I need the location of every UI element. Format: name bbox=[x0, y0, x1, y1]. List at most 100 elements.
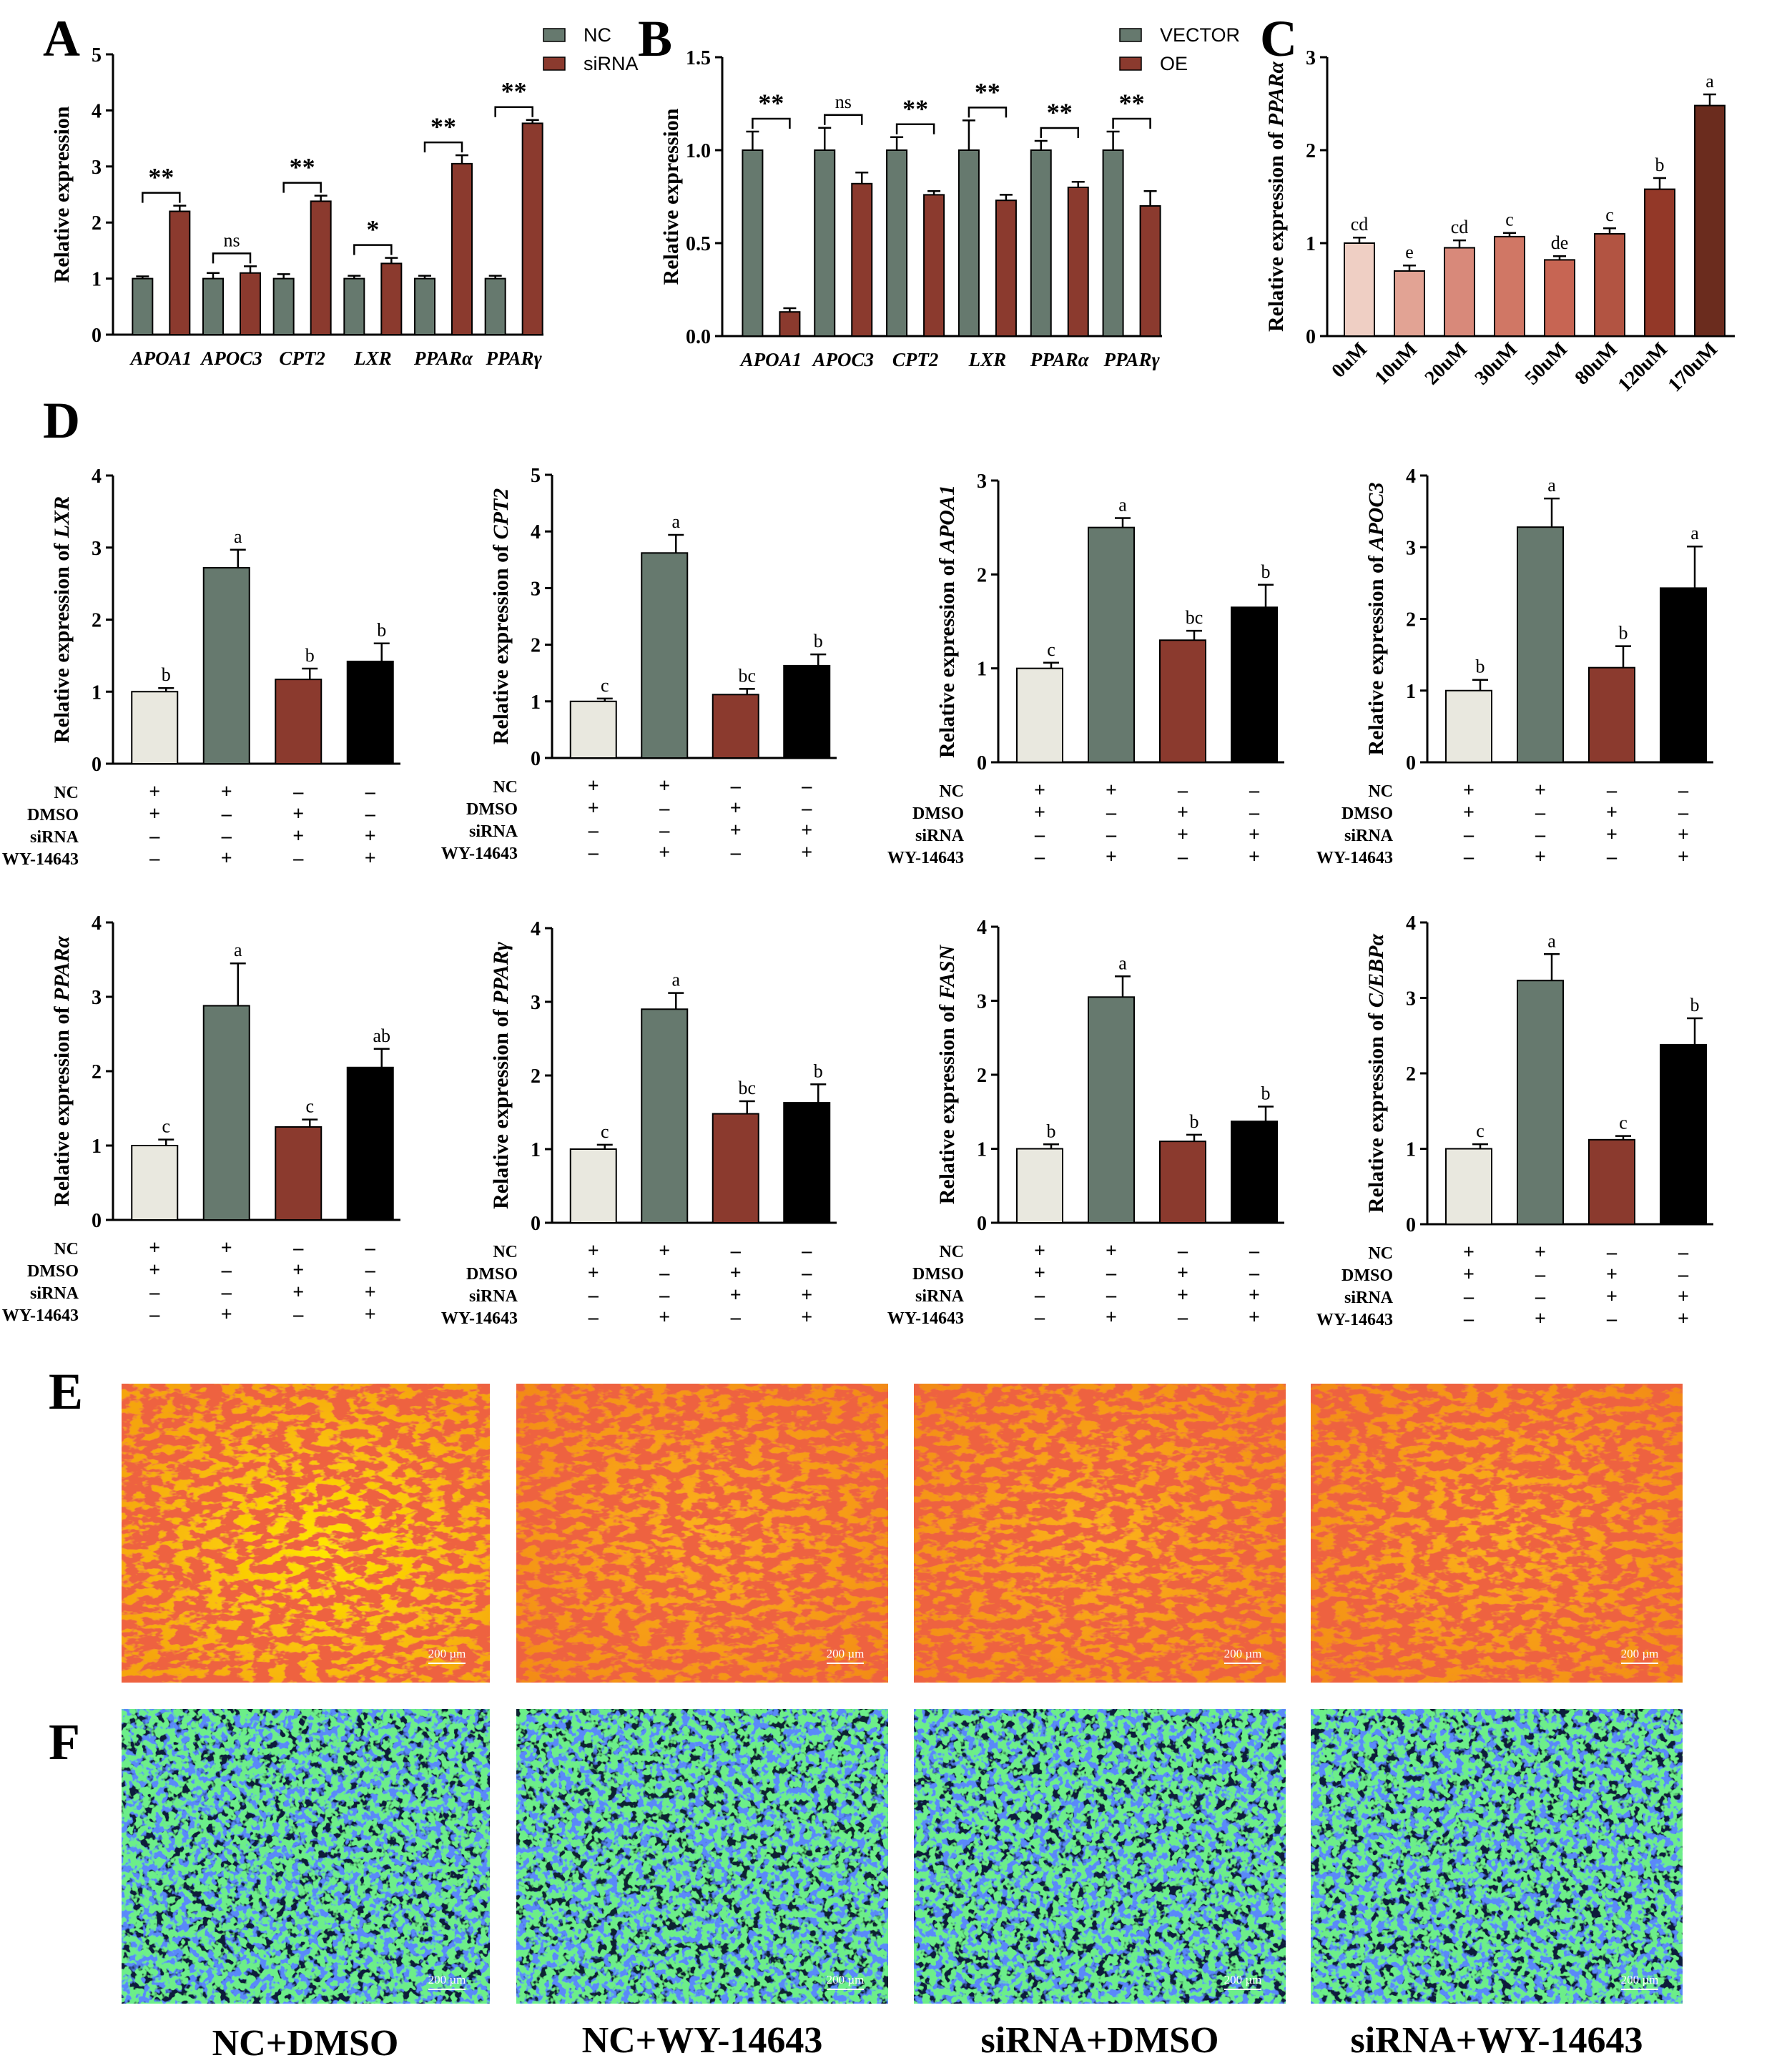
y-tick-label: 2 bbox=[977, 564, 987, 586]
y-tick-label: 0 bbox=[92, 325, 102, 347]
treatment-sign: – bbox=[149, 1304, 160, 1326]
y-tick-label: 0 bbox=[92, 1210, 102, 1232]
treatment-label: NC bbox=[493, 1243, 518, 1261]
bar bbox=[1694, 104, 1725, 337]
treatment-sign: – bbox=[801, 1262, 812, 1284]
treatment-sign: – bbox=[1034, 846, 1045, 868]
category-label: 10uM bbox=[1371, 338, 1422, 389]
treatment-sign: – bbox=[588, 842, 599, 864]
treatment-sign: + bbox=[1463, 802, 1475, 824]
treatment-sign: + bbox=[365, 1281, 376, 1304]
treatment-label: DMSO bbox=[466, 800, 518, 819]
bar bbox=[1594, 233, 1625, 337]
group-letter: a bbox=[1547, 475, 1556, 496]
treatment-sign: + bbox=[1249, 1284, 1260, 1306]
treatment-sign: + bbox=[1678, 824, 1689, 846]
chart-panel-d-cebpalpha: 0 1 2 3 4 Relative expression of C/EBPα c a c b NC… bbox=[1316, 912, 1713, 1330]
treatment-sign: – bbox=[588, 819, 599, 842]
legend-label: VECTOR bbox=[1160, 24, 1240, 46]
y-tick-label: 1 bbox=[92, 269, 102, 291]
treatment-sign: + bbox=[1177, 1284, 1188, 1306]
y-tick-label: 4 bbox=[92, 100, 102, 122]
treatment-label: NC bbox=[493, 778, 518, 797]
group-letter: c bbox=[1605, 205, 1614, 225]
y-tick-label: 2 bbox=[531, 635, 541, 657]
y-tick-label: 2 bbox=[92, 212, 102, 235]
treatment-sign: + bbox=[1106, 1306, 1117, 1329]
significance-label: ** bbox=[148, 163, 174, 192]
group-letter: e bbox=[1405, 242, 1414, 262]
treatment-sign: + bbox=[1463, 779, 1475, 802]
treatment-sign: + bbox=[730, 1262, 742, 1284]
bar bbox=[169, 210, 191, 335]
chart-panel-c: 0 1 2 3 Relative expression of PPARα cd 0uM e 10… bbox=[1264, 47, 1735, 396]
treatment-sign: + bbox=[730, 1284, 742, 1306]
treatment-sign: + bbox=[1535, 1308, 1546, 1330]
group-letter: b bbox=[162, 664, 171, 685]
bar bbox=[1394, 270, 1425, 337]
group-letter: c bbox=[601, 1121, 609, 1142]
treatment-sign: + bbox=[588, 1262, 599, 1284]
y-tick-label: 3 bbox=[977, 991, 987, 1013]
caption-sirna-dmso: siRNA+DMSO bbox=[981, 2020, 1219, 2061]
bodipy-image-sirna-dmso bbox=[914, 1709, 1286, 2004]
group-letter: a bbox=[1547, 930, 1556, 951]
bar bbox=[641, 1008, 689, 1224]
treatment-sign: – bbox=[1678, 802, 1689, 824]
treatment-sign: – bbox=[730, 1306, 742, 1329]
chart-panel-d-apoa1: 0 1 2 3 Relative expression of APOA1 c a bc b NC +… bbox=[887, 471, 1284, 868]
y-tick-label: 1 bbox=[977, 659, 987, 681]
treatment-label: NC bbox=[1368, 782, 1393, 801]
bar bbox=[131, 1145, 179, 1221]
y-axis-label: Relative expression bbox=[659, 108, 683, 285]
y-tick-label: 4 bbox=[92, 466, 102, 488]
bar bbox=[923, 194, 945, 337]
treatment-sign: – bbox=[1606, 1308, 1618, 1330]
bar bbox=[484, 277, 506, 336]
treatment-label: siRNA bbox=[1344, 1289, 1394, 1307]
caption-sirna-wy14643: siRNA+WY-14643 bbox=[1350, 2020, 1643, 2061]
bar bbox=[1139, 205, 1161, 337]
y-tick-label: 3 bbox=[1406, 537, 1416, 559]
treatment-sign: + bbox=[1606, 802, 1618, 824]
treatment-sign: + bbox=[659, 1240, 670, 1262]
treatment-label: DMSO bbox=[1341, 1266, 1393, 1285]
treatment-sign: – bbox=[1177, 1306, 1188, 1329]
bodipy-image-nc-wy14643 bbox=[516, 1709, 888, 2004]
oil-red-image-sirna-wy14643 bbox=[1311, 1384, 1683, 1683]
treatment-label: NC bbox=[1368, 1244, 1393, 1263]
scale-bars-e: 200 µm 200 µm 200 µm 200 µm bbox=[428, 1647, 1658, 1664]
treatment-label: DMSO bbox=[27, 1262, 79, 1281]
treatment-sign: – bbox=[1106, 824, 1117, 846]
treatment-sign: – bbox=[292, 1237, 304, 1259]
treatment-sign: + bbox=[292, 825, 304, 847]
bar bbox=[1588, 1138, 1635, 1225]
treatment-sign: – bbox=[292, 1304, 304, 1326]
significance-bracket bbox=[353, 244, 393, 255]
treatment-sign: + bbox=[588, 775, 599, 797]
treatment-label: siRNA bbox=[30, 828, 79, 847]
bar bbox=[712, 694, 759, 759]
y-tick-label: 0 bbox=[1406, 1214, 1416, 1236]
oil-red-image-nc-dmso bbox=[122, 1384, 490, 1683]
treatment-sign: + bbox=[149, 1259, 160, 1281]
treatment-sign: – bbox=[365, 1237, 376, 1259]
treatment-sign: – bbox=[365, 803, 376, 825]
scale-bars-f: 200 µm 200 µm 200 µm 200 µm bbox=[428, 1973, 1658, 1990]
bar bbox=[1444, 247, 1475, 337]
significance-bracket bbox=[895, 123, 935, 134]
treatment-sign: – bbox=[1606, 1241, 1618, 1264]
treatment-sign: + bbox=[1177, 1262, 1188, 1284]
group-letter: b bbox=[1476, 656, 1485, 677]
bar bbox=[712, 1113, 759, 1224]
treatment-label: WY-14643 bbox=[2, 850, 79, 869]
y-tick-label: 4 bbox=[1406, 466, 1416, 488]
treatment-sign: – bbox=[659, 1262, 670, 1284]
treatment-label: DMSO bbox=[1341, 804, 1393, 823]
treatment-sign: + bbox=[801, 1284, 812, 1306]
treatment-sign: – bbox=[1463, 1308, 1475, 1330]
treatment-sign: – bbox=[730, 1240, 742, 1262]
treatment-sign: – bbox=[292, 847, 304, 870]
bar bbox=[1088, 526, 1135, 764]
